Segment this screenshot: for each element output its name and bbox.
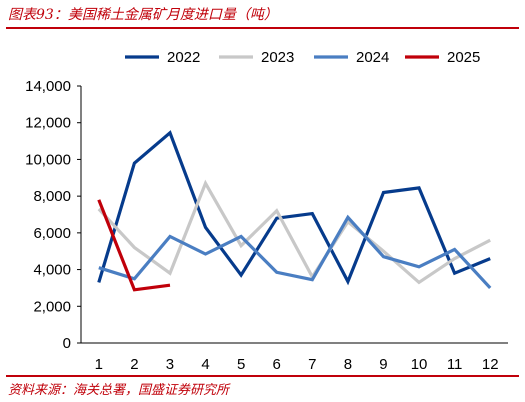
chart-title: 图表93：美国稀土金属矿月度进口量（吨） — [8, 7, 278, 23]
x-tick-label: 2 — [130, 356, 138, 373]
x-tick-label: 3 — [166, 356, 174, 373]
y-tick-label: 10,000 — [25, 151, 71, 168]
legend-label-2022: 2022 — [167, 49, 200, 66]
x-tick-label: 11 — [447, 356, 463, 373]
x-tick-label: 5 — [237, 356, 245, 373]
series-line-2024 — [98, 214, 492, 289]
series-line-2023 — [97, 179, 491, 285]
title-rule — [6, 27, 519, 29]
y-tick-label: 0 — [63, 335, 71, 352]
source-rule — [6, 375, 519, 377]
x-tick-label: 8 — [344, 356, 352, 373]
series-line-2025 — [97, 199, 171, 292]
x-tick-label: 12 — [482, 356, 499, 373]
legend-label-2025: 2025 — [447, 49, 480, 66]
x-tick-label: 7 — [308, 356, 316, 373]
x-tick-label: 10 — [411, 356, 428, 373]
x-tick-label: 1 — [95, 356, 103, 373]
y-tick-label: 12,000 — [25, 115, 71, 132]
y-tick-label: 14,000 — [25, 78, 71, 95]
y-tick-label: 4,000 — [33, 262, 71, 279]
y-tick-label: 8,000 — [33, 188, 71, 205]
legend-label-2024: 2024 — [356, 49, 389, 66]
x-tick-label: 9 — [379, 356, 387, 373]
y-tick-label: 2,000 — [33, 298, 71, 315]
x-tick-label: 6 — [273, 356, 281, 373]
source-note: 资料来源：海关总署，国盛证券研究所 — [8, 383, 230, 398]
legend-label-2023: 2023 — [261, 49, 294, 66]
y-tick-label: 6,000 — [33, 225, 71, 242]
x-tick-label: 4 — [201, 356, 209, 373]
series-line-2022 — [97, 130, 491, 286]
